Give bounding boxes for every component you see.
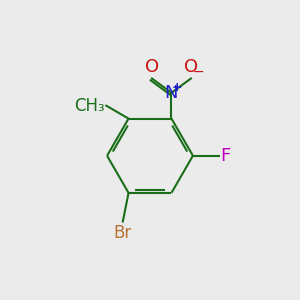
Text: O: O (184, 58, 198, 76)
Text: +: + (172, 81, 182, 94)
Text: O: O (145, 58, 159, 76)
Text: N: N (165, 84, 178, 102)
Text: CH₃: CH₃ (74, 97, 105, 115)
Text: F: F (220, 147, 230, 165)
Text: −: − (192, 64, 204, 78)
Text: Br: Br (114, 224, 132, 242)
